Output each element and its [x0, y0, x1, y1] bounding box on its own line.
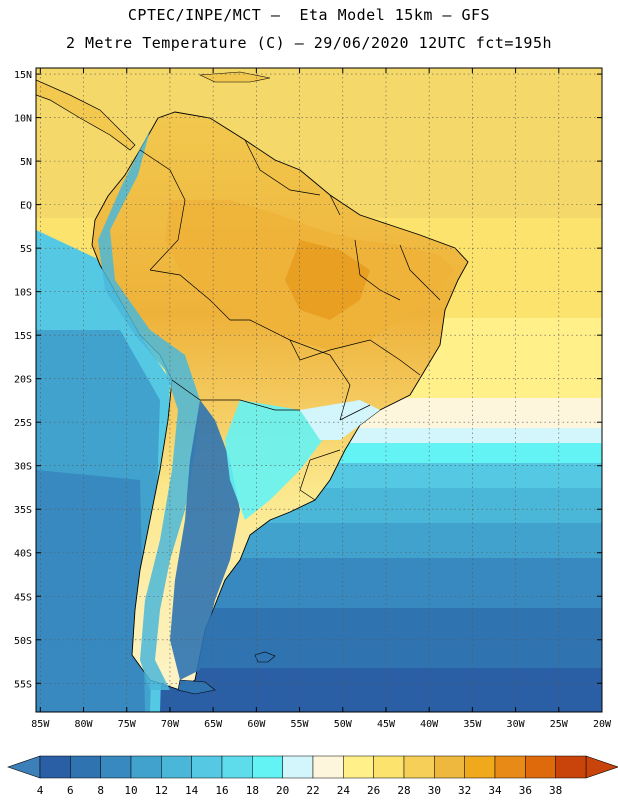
- lon-tick-label: 60W: [247, 719, 266, 730]
- colorbar-swatch: [70, 755, 101, 779]
- lat-tick-label: EQ: [20, 201, 32, 212]
- lat-tick-label: 45S: [14, 592, 32, 603]
- paraguay-border: [289, 339, 351, 421]
- lon-tick-label: 80W: [74, 719, 93, 730]
- colorbar-label: 26: [367, 784, 380, 797]
- patagonia-cold: [170, 400, 240, 680]
- colorbar-swatch: [403, 755, 435, 779]
- colorbar-label: 32: [458, 784, 471, 797]
- colorbar-label: 14: [185, 784, 199, 797]
- colorbar-swatch: [130, 755, 162, 779]
- lon-tick-label: 85W: [31, 719, 50, 730]
- colorbar-swatch: [555, 755, 587, 779]
- pampas-cool: [225, 400, 330, 520]
- colorbar-swatch: [161, 755, 192, 779]
- colorbar-swatch: [464, 755, 496, 779]
- colorbar-label: 4: [37, 784, 44, 797]
- lat-tick-label: 55S: [14, 679, 32, 690]
- colorbar-label: 24: [337, 784, 351, 797]
- colorbar-label: 36: [519, 784, 532, 797]
- argentina-north-border: [200, 399, 300, 411]
- graticule: [36, 68, 602, 712]
- pacific-coldest-tongue: [36, 470, 145, 712]
- lon-tick-label: 65W: [204, 719, 223, 730]
- colorbar-swatch: [494, 755, 526, 779]
- colorbar-swatch: [191, 755, 223, 779]
- colorbar-label: 10: [124, 784, 137, 797]
- colorbar-swatch: [312, 755, 344, 779]
- central-brazil-hottest: [285, 240, 370, 320]
- lat-tick-label: 30S: [14, 462, 32, 473]
- colorbar-swatch: [39, 755, 71, 779]
- lon-tick-label: 30W: [507, 719, 526, 730]
- chart-title-line2: 2 Metre Temperature (C) – 29/06/2020 12U…: [65, 34, 553, 52]
- uruguay-border: [299, 449, 341, 501]
- lon-tick-label: 75W: [118, 719, 137, 730]
- brazil-south-border: [339, 404, 371, 421]
- central-america-landmass: [36, 79, 136, 151]
- lat-tick-label: 10S: [14, 288, 32, 299]
- colorbar-label: 34: [488, 784, 502, 797]
- tierra-del-fuego: [177, 679, 216, 695]
- colorbar-label: 8: [97, 784, 104, 797]
- colorbar-low-arrow: [7, 755, 41, 779]
- map-axes: 15N 10N 5N EQ 5S 10S 15S 20S 25S 30S 35S 40S 45S 50S 5…: [14, 68, 612, 730]
- lon-tick-label: 20W: [593, 719, 612, 730]
- colorbar-swatch: [282, 755, 314, 779]
- brazil-state-border-3: [329, 339, 421, 376]
- map-frame: [35, 67, 603, 713]
- colorbar-label: 22: [306, 784, 319, 797]
- colorbar-label: 38: [549, 784, 562, 797]
- chile-border: [171, 379, 201, 401]
- lon-tick-label: 55W: [291, 719, 310, 730]
- colorbar-swatch: [100, 755, 132, 779]
- lon-tick-label: 50W: [334, 719, 353, 730]
- venezuela-border: [244, 139, 321, 196]
- colorbar-label: 28: [397, 784, 410, 797]
- country-borders: [139, 139, 441, 501]
- lat-tick-label: 40S: [14, 549, 32, 560]
- colorbar-swatch: [221, 755, 253, 779]
- lat-tick-label: 15S: [14, 331, 32, 342]
- lon-tick-label: 35W: [463, 719, 482, 730]
- falkland-islands: [254, 651, 276, 663]
- colorbar-swatch: [252, 755, 283, 779]
- caribbean-islands: [198, 71, 271, 83]
- lat-tick-label: 5N: [20, 157, 32, 168]
- brazil-state-border-2: [399, 244, 441, 301]
- colorbar-label: 18: [246, 784, 259, 797]
- colorbar-label: 12: [155, 784, 168, 797]
- map-field: [36, 68, 602, 712]
- lat-tick-label: 35S: [14, 505, 32, 516]
- lat-tick-label: 15N: [14, 70, 32, 81]
- lon-tick-label: 40W: [420, 719, 439, 730]
- colorbar: 4 6 8 10 12 14 16 18 20 22 24 26 28 30 32 34 36 38: [7, 755, 618, 797]
- lat-tick-label: 10N: [14, 114, 32, 125]
- brazil-state-border-1: [354, 239, 401, 301]
- colorbar-label: 20: [276, 784, 289, 797]
- lon-tick-label: 45W: [377, 719, 396, 730]
- chart-title-line1: CPTEC/INPE/MCT – Eta Model 15km – GFS: [127, 6, 491, 24]
- peru-brazil-border: [149, 269, 231, 321]
- lon-tick-label: 70W: [161, 719, 180, 730]
- andes-cold-ridge: [98, 130, 200, 690]
- colorbar-label: 6: [67, 784, 74, 797]
- colorbar-label: 16: [215, 784, 228, 797]
- lat-tick-label: 50S: [14, 636, 32, 647]
- lon-tick-label: 25W: [550, 719, 569, 730]
- colombia-border: [139, 149, 186, 271]
- colorbar-swatch: [373, 755, 405, 779]
- colorbar-swatch: [434, 755, 465, 779]
- lat-tick-label: 25S: [14, 418, 32, 429]
- colorbar-swatch: [343, 755, 374, 779]
- lat-tick-label: 5S: [20, 244, 32, 255]
- guyana-border: [329, 194, 341, 216]
- colorbar-high-arrow: [585, 755, 618, 779]
- colorbar-swatch: [525, 755, 556, 779]
- lat-tick-label: 20S: [14, 375, 32, 386]
- colorbar-label: 30: [428, 784, 441, 797]
